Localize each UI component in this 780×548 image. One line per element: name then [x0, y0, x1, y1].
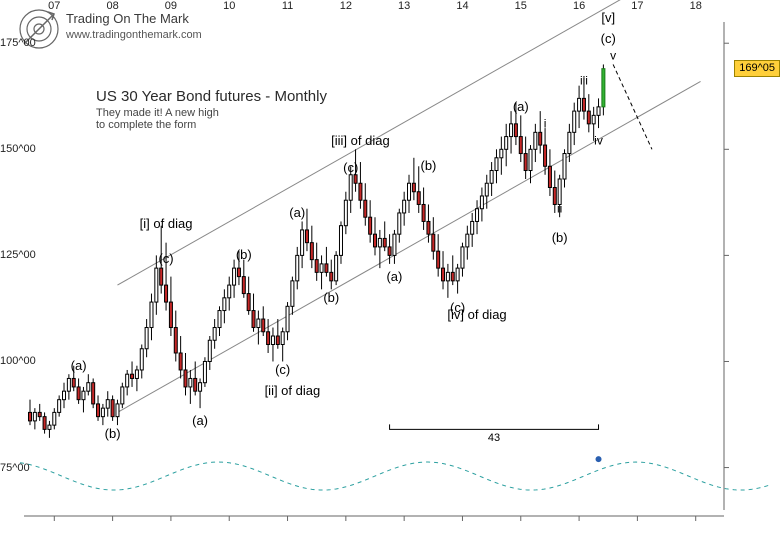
wave-label: (b) [236, 248, 252, 262]
wave-label: (c) [343, 161, 358, 175]
wave-label: (b) [552, 231, 568, 245]
wave-label: (c) [601, 32, 616, 46]
wave-label: iii [580, 75, 588, 88]
wave-label: [iii] of diag [331, 134, 390, 148]
wave-label: i [544, 117, 547, 130]
wave-label: [i] of diag [140, 217, 193, 231]
x-tick-label: 11 [282, 0, 293, 544]
x-tick-label: 18 [690, 0, 702, 544]
wave-label: (a) [71, 359, 87, 373]
x-tick-label: 08 [106, 0, 118, 544]
price-badge: 169^05 [734, 60, 780, 77]
wave-label: [iv] of diag [447, 308, 506, 322]
wave-label: (a) [289, 206, 305, 220]
wave-label: (b) [105, 426, 121, 440]
x-tick-label: 14 [456, 0, 468, 544]
x-tick-label: 12 [340, 0, 352, 544]
wave-label: [v] [601, 11, 615, 25]
wave-label: (b) [420, 159, 436, 173]
wave-label: v [610, 49, 616, 62]
wave-label: (a) [192, 414, 208, 428]
wave-label: ii [557, 202, 562, 215]
wave-label: (a) [513, 100, 529, 114]
x-tick-label: 15 [515, 0, 527, 544]
wave-label: (c) [275, 363, 290, 377]
x-tick-label: 09 [165, 0, 177, 544]
x-tick-label: 07 [48, 0, 60, 544]
x-tick-label: 17 [631, 0, 643, 544]
x-tick-label: 10 [223, 0, 235, 544]
cycle-period-label: 43 [488, 432, 500, 444]
wave-label: (a) [386, 269, 402, 283]
wave-label: iv [594, 134, 603, 147]
wave-label: (c) [158, 252, 173, 266]
wave-label: [ii] of diag [265, 384, 321, 398]
wave-label: (b) [323, 291, 339, 305]
